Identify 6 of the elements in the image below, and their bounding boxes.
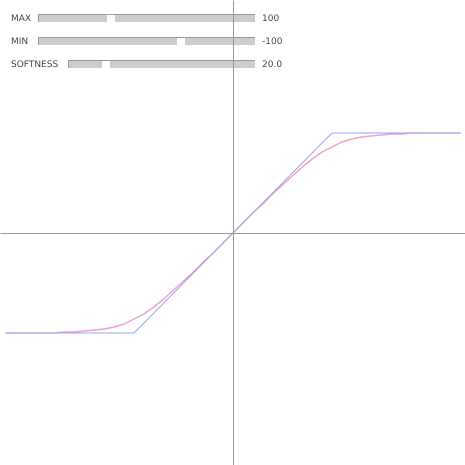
text: MIN bbox=[11, 36, 28, 48]
text: SOFTNESS bbox=[11, 59, 58, 71]
text: -100 bbox=[262, 36, 282, 48]
text: MAX bbox=[11, 13, 32, 25]
text: 20.0 bbox=[262, 59, 282, 71]
text: 100 bbox=[262, 13, 280, 25]
